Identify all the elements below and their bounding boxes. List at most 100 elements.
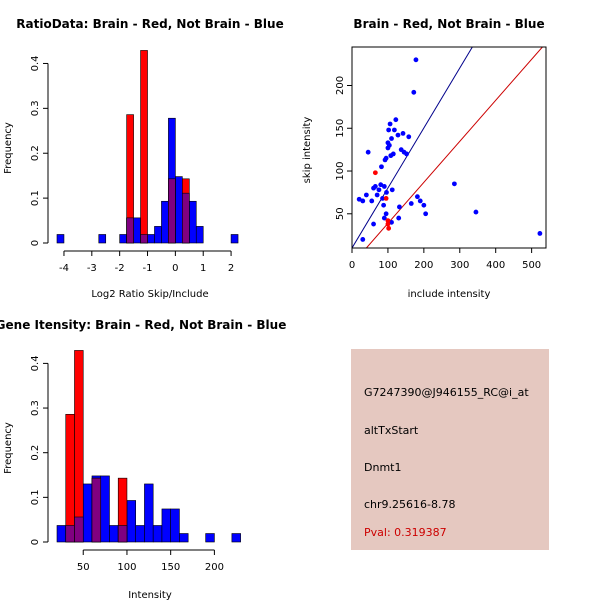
ratio-histogram-bar-not-brain — [154, 226, 162, 244]
ratio-histogram-bar-not-brain — [230, 234, 239, 244]
ratio-histogram-bar-not-brain — [147, 234, 155, 244]
scatter-x-tick-label: 100 — [378, 260, 397, 271]
scatter-point-not-brain — [374, 192, 380, 198]
scatter-x-tick-label: 500 — [522, 260, 541, 271]
ratio-histogram-title: RatioData: Brain - Red, Not Brain - Blue — [16, 17, 283, 31]
scatter-reference-line — [365, 47, 543, 248]
gene-intensity-bar-not-brain — [100, 475, 110, 543]
ratio-histogram-y-tick-label: 0 — [30, 240, 41, 246]
ratio-histogram-bar-overlap — [182, 192, 190, 244]
scatter-x-tick-label: 0 — [349, 260, 355, 271]
gene-intensity-x-tick-label: 50 — [77, 562, 90, 573]
gene-intensity-bar-overlap — [117, 525, 128, 543]
scatter-point-not-brain — [391, 127, 397, 133]
scatter-point-not-brain — [386, 142, 392, 148]
scatter-point-not-brain — [396, 215, 402, 221]
scatter-point-not-brain — [390, 151, 396, 157]
intensity-scatter-panel: Brain - Red, Not Brain - Blue include in… — [302, 17, 547, 300]
gene-intensity-bar-brain — [65, 413, 75, 543]
ratio-histogram-xlabel: Log2 Ratio Skip/Include — [91, 289, 208, 300]
scatter-point-not-brain — [406, 134, 412, 140]
gene-intensity-bar-not-brain — [152, 525, 163, 543]
gene-intensity-bar-not-brain — [82, 483, 93, 543]
scatter-point-not-brain — [378, 182, 384, 188]
gene-intensity-y-tick-label: 0.1 — [30, 489, 41, 505]
gene-intensity-bar-brain — [74, 350, 84, 543]
scatter-point-not-brain — [380, 195, 385, 201]
p-value: Pval: 0.319387 — [364, 526, 447, 539]
scatter-point-not-brain — [451, 181, 457, 187]
ratio-histogram-bar-not-brain — [161, 200, 169, 244]
ratio-histogram-x-tick-label: 0 — [172, 263, 178, 274]
gene-intensity-bar-not-brain — [231, 533, 241, 543]
ratio-histogram-x-tick-label: -3 — [87, 263, 97, 274]
gene-intensity-bar-overlap — [65, 525, 75, 543]
gene-intensity-x-tick-label: 100 — [117, 562, 136, 573]
ratio-histogram-bar-overlap — [126, 217, 134, 244]
scatter-point-not-brain — [360, 237, 366, 242]
scatter-point-not-brain — [413, 57, 419, 63]
gene-intensity-y-tick-label: 0.2 — [30, 445, 41, 461]
gene-intensity-histogram-panel: Gene Itensity: Brain - Red, Not Brain - … — [0, 318, 286, 600]
gene-intensity-axes: 50 100 150 200 0 0.1 0.2 0.3 0.4 — [30, 355, 224, 573]
gene-name: Dnmt1 — [364, 461, 401, 474]
scatter-point-not-brain — [393, 117, 399, 123]
ratio-histogram-bar-not-brain — [188, 200, 197, 244]
scatter-point-not-brain — [363, 192, 369, 198]
gene-intensity-y-tick-label: 0.4 — [30, 355, 41, 371]
scatter-point-not-brain — [423, 211, 429, 217]
ratio-histogram-x-tick-label: -4 — [59, 263, 69, 274]
scatter-point-not-brain — [395, 132, 401, 138]
gene-intensity-y-tick-label: 0.3 — [30, 400, 41, 416]
gene-intensity-title: Gene Itensity: Brain - Red, Not Brain - … — [0, 318, 286, 332]
gene-intensity-bar-overlap — [91, 477, 102, 543]
scatter-y-tick-label: 200 — [335, 76, 346, 95]
ratio-histogram-bar-not-brain — [195, 226, 204, 244]
ratio-histogram-x-tick-label: -2 — [115, 263, 125, 274]
scatter-title: Brain - Red, Not Brain - Blue — [353, 17, 544, 31]
scatter-y-tick-label: 100 — [335, 161, 346, 180]
ratio-histogram-x-tick-label: 2 — [228, 263, 234, 274]
gene-intensity-x-tick-label: 150 — [161, 562, 180, 573]
scatter-point-not-brain — [376, 187, 382, 193]
scatter-point-not-brain — [383, 155, 389, 161]
scatter-marks — [352, 47, 543, 248]
info-panel-background — [351, 349, 549, 550]
gene-intensity-bar-not-brain — [170, 508, 180, 543]
scatter-point-not-brain — [414, 194, 420, 200]
probe-id: G7247390@J946155_RC@i_at — [364, 386, 529, 399]
gene-intensity-bar-not-brain — [135, 525, 145, 543]
scatter-point-not-brain — [537, 231, 543, 236]
scatter-x-tick-label: 300 — [450, 260, 469, 271]
scatter-point-not-brain — [421, 202, 427, 208]
ratio-histogram-bars — [56, 50, 239, 244]
ratio-histogram-y-tick-label: 0.4 — [30, 56, 41, 72]
ratio-histogram-bar-not-brain — [175, 176, 183, 244]
scatter-point-not-brain — [381, 184, 387, 189]
scatter-x-tick-label: 400 — [486, 260, 505, 271]
scatter-reference-line — [352, 47, 473, 248]
gene-intensity-bar-not-brain — [126, 500, 136, 543]
scatter-point-brain — [372, 170, 378, 176]
gene-intensity-bar-not-brain — [144, 483, 154, 543]
scatter-point-brain — [385, 218, 391, 224]
scatter-point-not-brain — [381, 202, 387, 208]
gene-intensity-y-tick-label: 0 — [30, 539, 41, 545]
scatter-point-not-brain — [360, 198, 366, 204]
scatter-point-not-brain — [384, 190, 389, 195]
scatter-point-not-brain — [389, 219, 394, 225]
scatter-point-not-brain — [356, 196, 362, 202]
scatter-x-tick-label: 200 — [414, 260, 433, 271]
ratio-histogram-panel: RatioData: Brain - Red, Not Brain - Blue… — [3, 17, 284, 300]
scatter-point-not-brain — [379, 164, 384, 170]
gene-intensity-bar-not-brain — [56, 525, 67, 543]
scatter-point-not-brain — [389, 136, 394, 141]
ratio-histogram-bar-overlap — [168, 178, 176, 244]
scatter-point-not-brain — [372, 184, 378, 189]
ratio-histogram-bar-brain — [140, 50, 148, 244]
scatter-point-not-brain — [411, 89, 417, 95]
gene-intensity-bar-overlap — [74, 516, 84, 543]
scatter-point-not-brain — [397, 204, 402, 210]
ratio-histogram-axes: -4 -3 -2 -1 0 1 2 0 0.1 0.2 0.3 0.4 — [30, 56, 234, 274]
scatter-point-not-brain — [369, 198, 375, 204]
